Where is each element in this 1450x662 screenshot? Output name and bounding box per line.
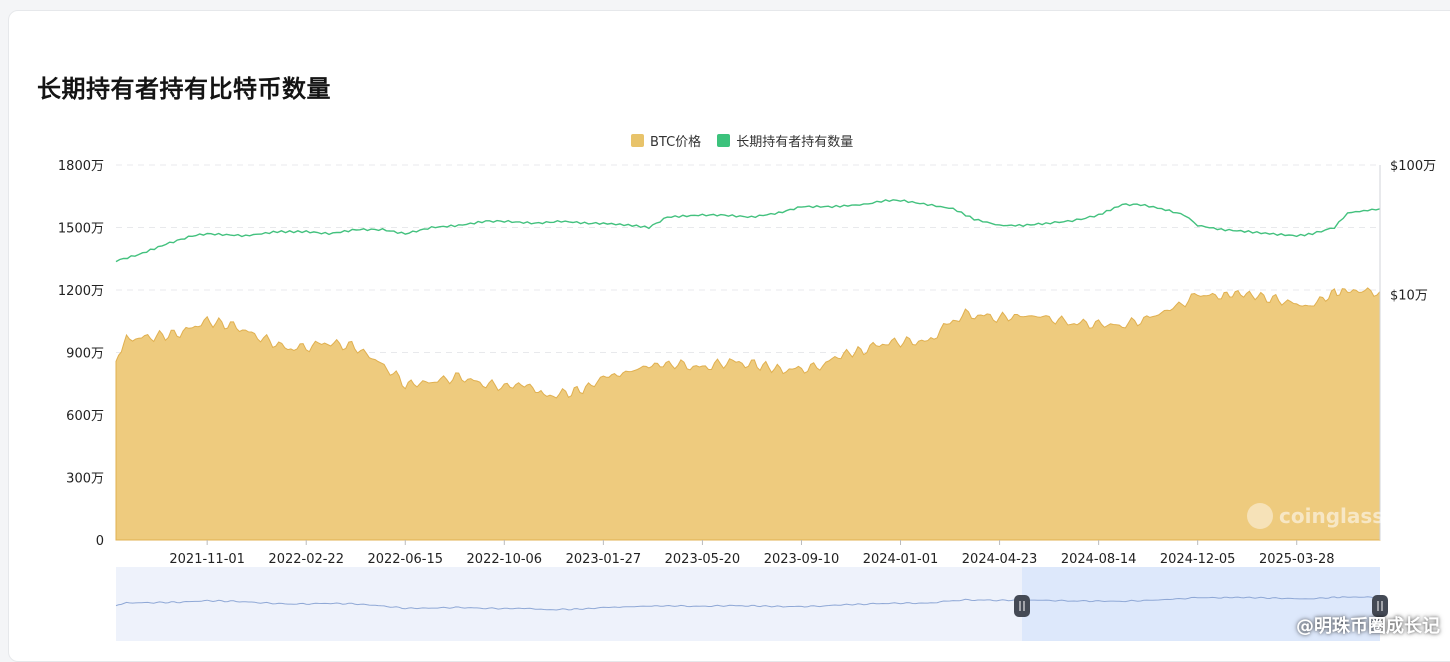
coinglass-logo-text: coinglass [1279, 504, 1384, 528]
y-axis-left: 0 300万 600万 900万 1200万 1500万 1800万 [58, 159, 104, 549]
y-left-tick-label: 1500万 [58, 222, 104, 237]
x-tick-label: 2021-11-01 [169, 552, 245, 567]
y-left-tick-label: 900万 [66, 347, 104, 362]
x-tick-label: 2024-01-01 [863, 552, 939, 567]
x-tick-label: 2022-10-06 [467, 552, 543, 567]
x-tick-label: 2023-09-10 [764, 552, 840, 567]
price-area-path [116, 288, 1380, 540]
x-tick-label: 2022-06-15 [367, 552, 443, 567]
y-left-tick-label: 300万 [66, 472, 104, 487]
y-left-tick-label: 600万 [66, 409, 104, 424]
coinglass-icon [1247, 503, 1273, 529]
price-area [116, 288, 1380, 540]
y-left-tick-label: 0 [96, 534, 104, 549]
y-right-tick-label: $100万 [1390, 159, 1436, 174]
x-tick-label: 2022-02-22 [268, 552, 344, 567]
y-axis-right: $10万 $100万 [1380, 159, 1436, 540]
x-axis: 2021-11-01 2022-02-22 2022-06-15 2022-10-06… [169, 540, 1334, 567]
x-tick-label: 2025-03-28 [1259, 552, 1335, 567]
watermark-text: @明珠币圈成长记 [1296, 612, 1440, 638]
range-navigator [116, 567, 1388, 641]
y-left-tick-label: 1200万 [58, 284, 104, 299]
x-tick-label: 2024-04-23 [962, 552, 1038, 567]
holder-line-path [116, 200, 1380, 262]
x-tick-label: 2024-08-14 [1061, 552, 1137, 567]
x-tick-label: 2024-12-05 [1160, 552, 1236, 567]
x-tick-label: 2023-05-20 [665, 552, 741, 567]
holder-line [116, 200, 1380, 262]
chart-svg[interactable]: 0 300万 600万 900万 1200万 1500万 1800万 $10万 $100万 2… [9, 11, 1449, 651]
coinglass-logo: coinglass [1247, 503, 1384, 529]
y-right-tick-label: $10万 [1390, 288, 1428, 303]
x-tick-label: 2023-01-27 [566, 552, 642, 567]
share-watermark: @明珠币圈成长记 [1296, 612, 1440, 638]
navigator-handle-left[interactable] [1014, 595, 1030, 617]
y-left-tick-label: 1800万 [58, 159, 104, 174]
